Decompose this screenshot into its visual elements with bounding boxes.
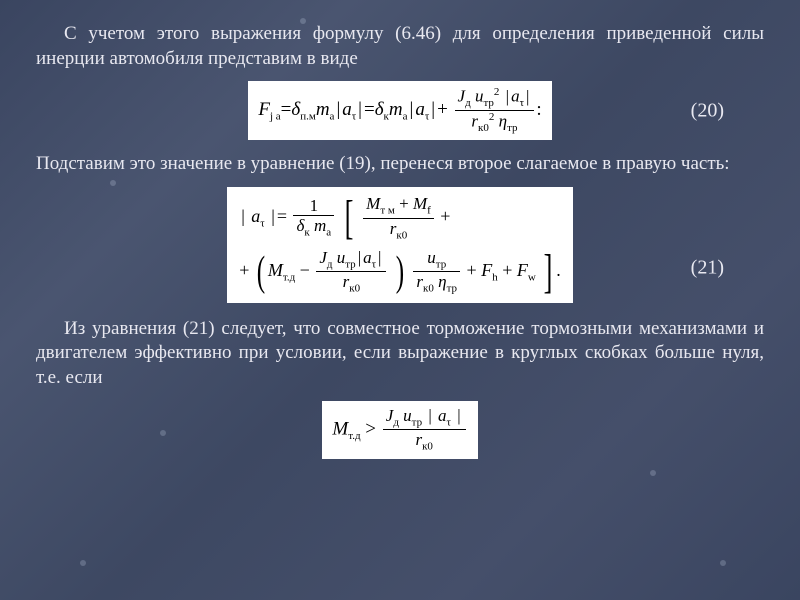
equation-21: | aτ |= 1 δк ma [ Mт м + Mf rк0 + + (Mт.… <box>227 187 573 303</box>
equation-20-row: Fj a=δп.мma|aτ|=δкma|aτ|+ Jд uтр2 |aτ| r… <box>36 81 764 140</box>
equation-condition: Mт.д > Jд uтр | aτ | rк0 <box>322 401 477 459</box>
equation-condition-row: Mт.д > Jд uтр | aτ | rк0 <box>36 401 764 459</box>
equation-20: Fj a=δп.мma|aτ|=δкma|aτ|+ Jд uтр2 |aτ| r… <box>248 81 551 140</box>
equation-21-row: | aτ |= 1 δк ma [ Mт м + Mf rк0 + + (Mт.… <box>36 187 764 303</box>
paragraph-2: Подставим это значение в уравнение (19),… <box>36 152 764 177</box>
equation-20-number: (20) <box>691 99 724 122</box>
slide-content: С учетом этого выражения формулу (6.46) … <box>0 0 800 600</box>
equation-21-number: (21) <box>691 257 724 280</box>
paragraph-1: С учетом этого выражения формулу (6.46) … <box>36 22 764 71</box>
paragraph-3: Из уравнения (21) следует, что совместно… <box>36 317 764 391</box>
